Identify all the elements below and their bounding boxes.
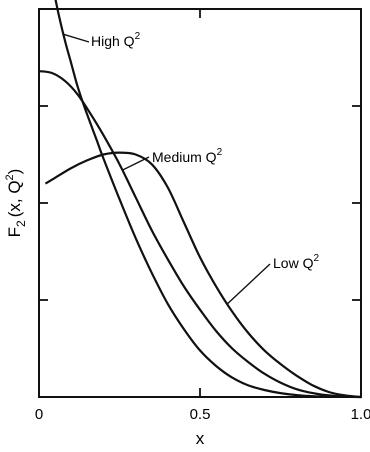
x-axis-label: x [196,429,205,448]
series-label-medium: Medium Q2 [152,147,223,165]
curve-medium-q2 [38,70,362,399]
x-tick-label: 0.5 [190,406,211,423]
series-label-low: Low Q2 [273,253,319,271]
leader-medium [122,156,150,171]
plot-frame [38,8,362,398]
label-leaders [62,33,271,305]
x-tick-label: 0 [35,406,43,423]
leader-high [62,33,90,43]
curve-low-q2 [44,151,362,399]
tick-marks [39,9,361,397]
x-tick-label: 1.0 [351,406,370,423]
series-label-high: High Q2 [91,31,141,49]
curves [38,0,362,399]
y-axis-label: F2(x, Q2) [4,169,28,238]
leader-low [226,263,271,305]
x-tick-labels: 0 0.5 1.0 [35,406,370,423]
curve-high-q2 [54,0,362,399]
